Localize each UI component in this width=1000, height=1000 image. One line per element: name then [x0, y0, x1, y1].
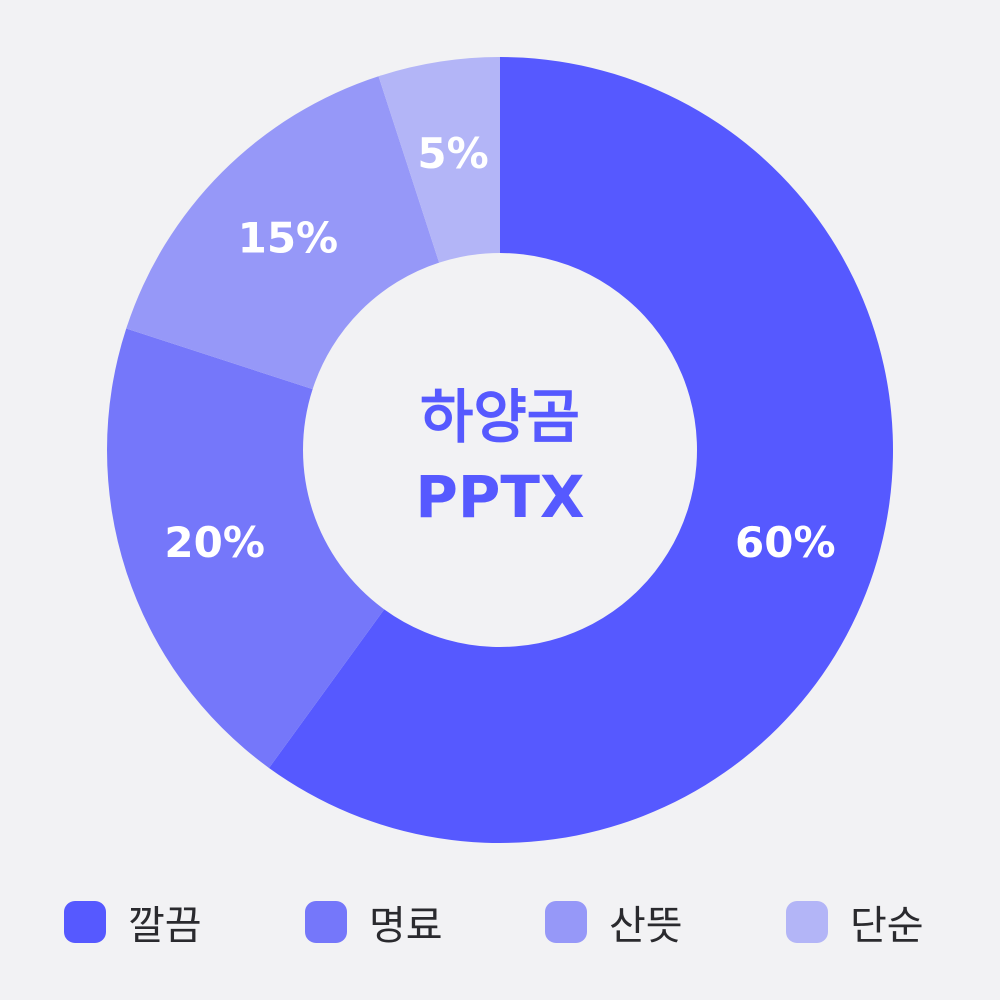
donut-slice [126, 76, 440, 390]
slice-data-label: 15% [238, 213, 339, 262]
legend-label: 산뜻 [609, 903, 683, 949]
donut-chart: 60% 20% 15% 5% 하양곰 PPTX [106, 57, 894, 844]
donut-center: 하양곰 PPTX [415, 383, 584, 531]
legend-swatch [786, 901, 828, 943]
slice-data-label: 5% [417, 129, 488, 178]
slice-data-label: 60% [735, 518, 836, 567]
legend-item: 명료 [305, 888, 443, 956]
legend-swatch [545, 901, 587, 943]
legend-label: 명료 [369, 903, 443, 949]
legend-item: 단순 [786, 888, 924, 956]
slice-data-label: 20% [164, 518, 265, 567]
center-text-line-1: 하양곰 [420, 383, 580, 451]
donut-slice [269, 57, 894, 844]
legend-swatch [64, 901, 106, 943]
center-text-line-2: PPTX [415, 463, 584, 531]
legend: 깔끔 명료 산뜻 단순 [0, 888, 1000, 956]
donut-slice [378, 57, 500, 263]
legend-label: 단순 [850, 903, 924, 949]
legend-item: 산뜻 [545, 888, 683, 956]
donut-slice [106, 328, 385, 768]
legend-item: 깔끔 [64, 888, 202, 956]
legend-swatch [305, 901, 347, 943]
legend-label: 깔끔 [128, 903, 202, 949]
